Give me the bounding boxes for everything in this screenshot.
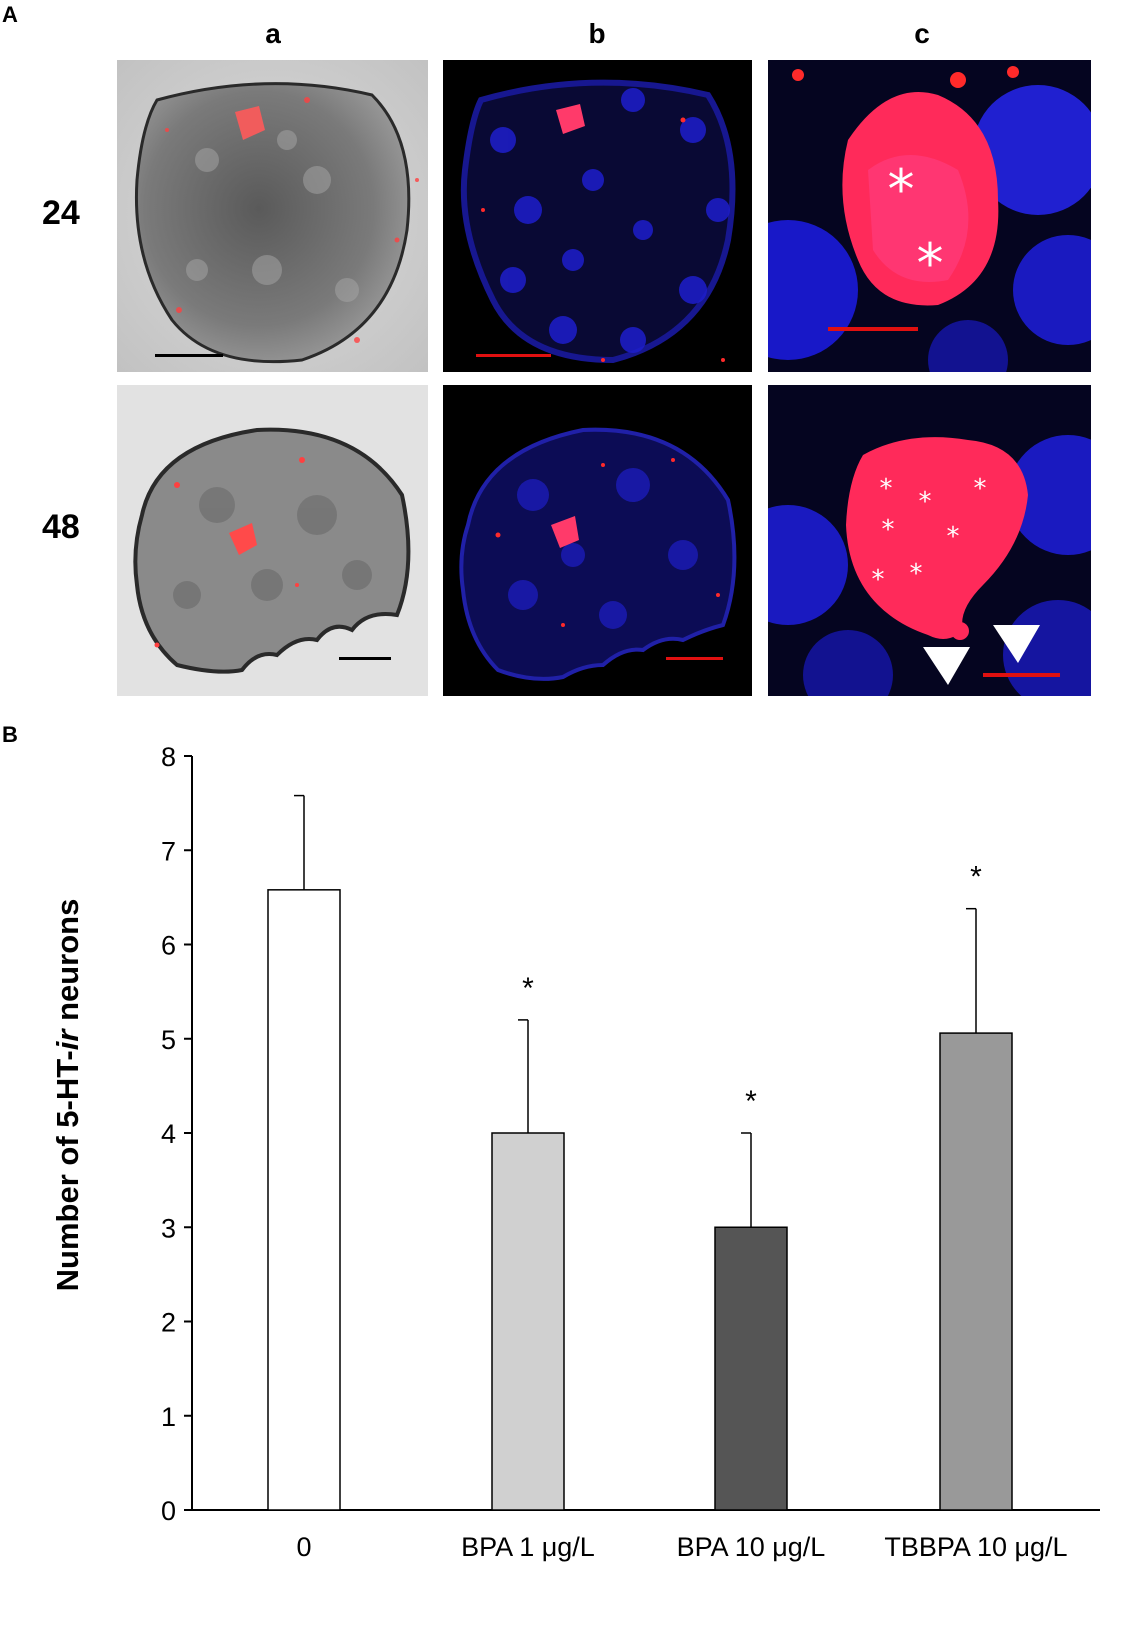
micrograph-24-fluorescence [443, 60, 752, 372]
x-category-label-0: 0 [296, 1532, 311, 1562]
y-tick-label-6: 6 [161, 931, 176, 961]
bar-0 [267, 889, 341, 1511]
bar-chart: 0 1 2 3 4 5 6 7 8 0 * BPA 1 μg/L * BPA 10 μg/L * TBBPA… [50, 742, 1100, 1562]
micrograph-48-fluorescence [443, 385, 752, 696]
y-tick-label-1: 1 [161, 1402, 176, 1432]
svg-text:*: * [917, 232, 944, 295]
y-tick-label-4: 4 [161, 1119, 176, 1149]
svg-text:*: * [882, 515, 895, 545]
y-tick-label-3: 3 [161, 1213, 176, 1243]
row-label-24h: 24 [42, 194, 80, 232]
svg-text:*: * [947, 522, 960, 552]
row-label-48h: 48 [42, 508, 80, 546]
svg-text:*: * [919, 487, 932, 517]
y-tick-label-8: 8 [161, 742, 176, 772]
bar-2 [714, 1226, 788, 1511]
micrograph-24-brightfield [117, 60, 428, 372]
y-tick-label-2: 2 [161, 1308, 176, 1338]
y-axis-label: Number of 5-HT-ir neurons [50, 899, 85, 1292]
bar-3 [939, 1032, 1013, 1511]
panel-a-letter: A [2, 2, 18, 27]
micrograph-48-magnified: * * * * * * * [768, 385, 1091, 696]
y-tick-label-5: 5 [161, 1025, 176, 1055]
significance-marker-1: * [522, 972, 534, 1005]
svg-text:*: * [910, 559, 923, 589]
micrograph-48-brightfield [117, 385, 428, 696]
y-tick-label-0: 0 [161, 1496, 176, 1526]
significance-marker-2: * [745, 1085, 757, 1118]
column-label-b: b [588, 18, 606, 49]
svg-text:*: * [872, 565, 885, 595]
column-label-a: a [265, 18, 281, 49]
bar-1 [491, 1132, 565, 1511]
panel-b-letter: B [2, 722, 18, 747]
svg-text:*: * [974, 474, 987, 504]
column-label-c: c [914, 18, 930, 49]
x-category-label-1: BPA 1 μg/L [461, 1532, 595, 1562]
x-category-label-3: TBBPA 10 μg/L [884, 1532, 1067, 1562]
x-category-label-2: BPA 10 μg/L [677, 1532, 826, 1562]
micrograph-24-magnified: * * [768, 60, 1091, 372]
svg-text:*: * [880, 474, 893, 504]
significance-marker-3: * [970, 861, 982, 894]
y-tick-label-7: 7 [161, 836, 176, 866]
svg-text:*: * [888, 158, 915, 221]
